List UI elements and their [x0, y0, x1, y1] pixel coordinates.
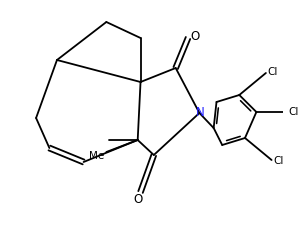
Text: O: O	[191, 30, 200, 44]
Text: Cl: Cl	[289, 107, 298, 117]
Text: Cl: Cl	[274, 156, 284, 166]
Text: Me: Me	[89, 151, 105, 161]
Text: O: O	[133, 193, 142, 206]
Text: Cl: Cl	[268, 67, 278, 77]
Text: N: N	[196, 106, 205, 118]
